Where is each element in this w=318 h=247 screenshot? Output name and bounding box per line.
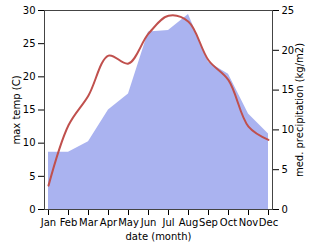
svg-text:15: 15 <box>282 84 295 95</box>
svg-text:10: 10 <box>282 124 295 135</box>
svg-text:0: 0 <box>29 204 35 215</box>
svg-text:0: 0 <box>282 204 288 215</box>
svg-text:25: 25 <box>23 38 36 49</box>
svg-text:max temp (C): max temp (C) <box>11 75 22 144</box>
svg-text:date (month): date (month) <box>126 231 192 242</box>
svg-text:med. precipitation (kg/m2): med. precipitation (kg/m2) <box>294 43 305 177</box>
svg-text:Aug: Aug <box>179 217 199 228</box>
svg-text:5: 5 <box>29 171 35 182</box>
svg-text:30: 30 <box>23 5 36 16</box>
svg-text:May: May <box>118 217 139 228</box>
svg-text:20: 20 <box>23 71 36 82</box>
svg-text:Nov: Nov <box>239 217 259 228</box>
svg-text:10: 10 <box>23 137 36 148</box>
svg-text:5: 5 <box>282 164 288 175</box>
svg-text:25: 25 <box>282 5 295 16</box>
svg-text:Jan: Jan <box>40 217 56 228</box>
svg-text:20: 20 <box>282 45 295 56</box>
svg-text:Apr: Apr <box>100 217 118 228</box>
svg-text:Sep: Sep <box>199 217 218 228</box>
svg-text:Feb: Feb <box>60 217 78 228</box>
svg-text:Jun: Jun <box>140 217 157 228</box>
svg-text:15: 15 <box>23 104 36 115</box>
svg-text:Oct: Oct <box>220 217 237 228</box>
svg-text:Mar: Mar <box>79 217 99 228</box>
svg-text:Dec: Dec <box>259 217 278 228</box>
svg-text:Jul: Jul <box>161 217 174 228</box>
